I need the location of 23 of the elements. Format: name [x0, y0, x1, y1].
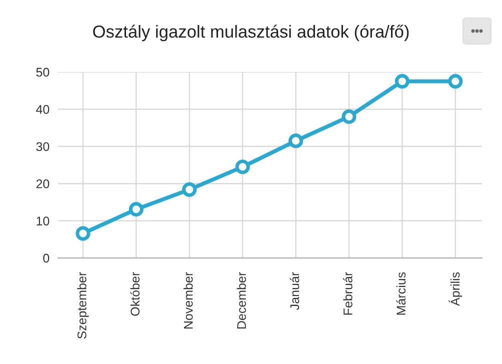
- point: [394, 74, 410, 89]
- x-tick-label: December: [236, 272, 246, 329]
- chart-title: Osztály igazolt mulasztási adatok (óra/fő): [93, 24, 409, 42]
- point: [235, 160, 250, 174]
- x-tick-label: Szeptember: [77, 272, 89, 339]
- point: [182, 182, 197, 197]
- point: [342, 109, 356, 124]
- point: [76, 226, 90, 241]
- point: [288, 134, 304, 148]
- x-tick-label: Február: [343, 272, 352, 315]
- y-tick-label: 50: [36, 68, 50, 77]
- point: [448, 74, 463, 89]
- x-tick-label: November: [184, 272, 193, 329]
- y-tick-label: 40: [36, 105, 50, 114]
- y-tick-label: 30: [36, 142, 50, 152]
- y-tick-label: 0: [43, 254, 50, 263]
- x-tick-label: Március: [396, 272, 406, 315]
- y-tick-label: 10: [36, 216, 50, 226]
- point: [128, 202, 144, 217]
- y-tick-label: 20: [36, 179, 50, 188]
- x-tick-label: Január: [290, 272, 300, 310]
- x-tick-label: Október: [130, 272, 140, 316]
- x-tick-label: Április: [448, 272, 462, 306]
